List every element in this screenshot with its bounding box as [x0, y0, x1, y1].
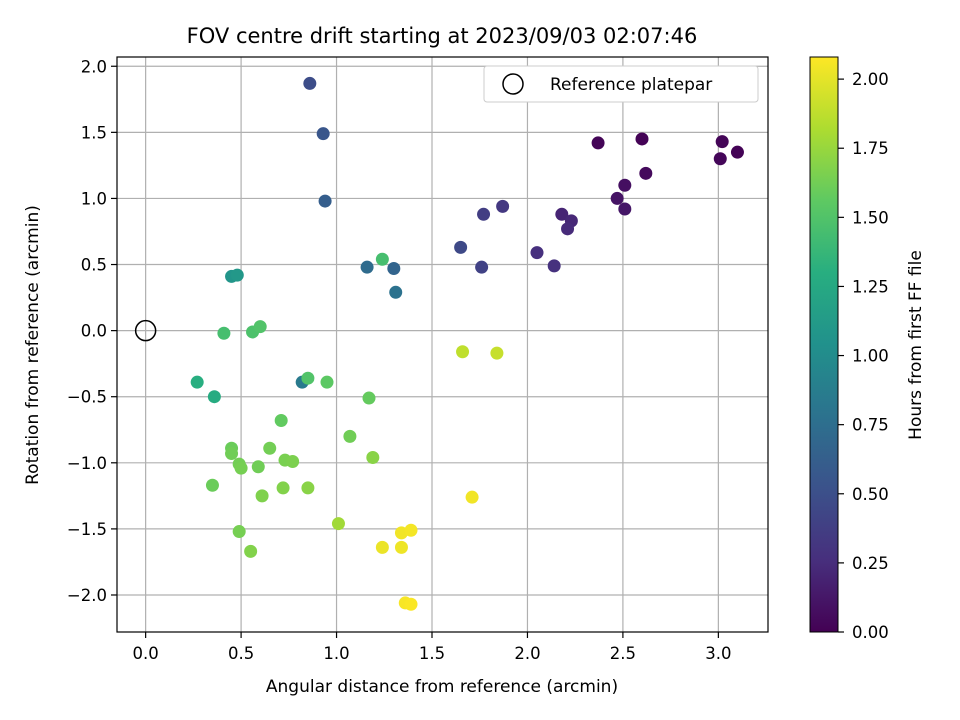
y-tick-label: 1.5: [81, 123, 107, 142]
data-point: [217, 326, 231, 340]
data-point: [360, 260, 374, 274]
data-point: [610, 191, 624, 205]
x-axis-label: Angular distance from reference (arcmin): [266, 677, 618, 697]
colorbar-ticks: 0.00 0.25 0.50 0.75 1.00 1.25 1.50 1.75 2.00: [838, 70, 889, 642]
data-point: [362, 391, 376, 405]
colorbar-label: Hours from first FF file: [906, 250, 926, 440]
data-point: [274, 414, 288, 428]
x-tick-label: 2.0: [514, 644, 540, 663]
legend-box: [483, 65, 759, 103]
x-tick-label: 3.0: [705, 644, 731, 663]
data-point: [303, 76, 317, 90]
data-point: [713, 152, 727, 166]
reference-platepar-marker: [134, 319, 157, 342]
colorbar-tick-label: 1.00: [852, 347, 889, 366]
y-tick-label: −2.0: [67, 586, 107, 605]
x-tick-label: 0.5: [228, 644, 254, 663]
data-point: [190, 375, 204, 389]
data-point: [205, 478, 219, 492]
data-point: [591, 136, 605, 150]
data-point: [555, 207, 569, 221]
chart-title: FOV centre drift starting at 2023/09/03 …: [187, 24, 698, 48]
x-tick-label: 1.5: [419, 644, 445, 663]
data-point: [496, 199, 510, 213]
data-point: [301, 481, 315, 495]
colorbar-tick-label: 1.25: [852, 277, 889, 296]
data-point: [316, 127, 330, 141]
data-point: [530, 246, 544, 260]
legend-label: Reference platepar: [550, 75, 712, 95]
y-tick-label: 1.0: [81, 189, 107, 208]
data-point: [343, 429, 357, 443]
data-point: [561, 222, 575, 236]
colorbar-tick-label: 2.00: [852, 70, 889, 89]
y-tick-label: 2.0: [81, 57, 107, 76]
data-point: [366, 451, 380, 465]
data-point: [639, 166, 653, 180]
data-point: [253, 320, 267, 334]
grid-lines: [117, 57, 768, 632]
colorbar-tick-label: 0.00: [852, 623, 889, 642]
data-point: [286, 454, 300, 468]
data-point: [375, 252, 389, 266]
data-point: [255, 489, 269, 503]
colorbar-tick-label: 0.50: [852, 485, 889, 504]
x-tick-label: 1.0: [323, 644, 349, 663]
data-point: [394, 540, 408, 554]
data-point: [454, 240, 468, 254]
data-point: [375, 540, 389, 554]
data-point: [251, 460, 265, 474]
data-point: [207, 390, 221, 404]
data-point: [547, 259, 561, 273]
data-point: [475, 260, 489, 274]
data-point: [331, 517, 345, 531]
colorbar-tick-label: 1.75: [852, 139, 889, 158]
legend-marker-open-circle: [502, 73, 524, 95]
data-point: [635, 132, 649, 146]
data-points: [134, 76, 744, 611]
data-point: [234, 461, 248, 475]
x-tick-label: 2.5: [610, 644, 636, 663]
data-point: [387, 261, 401, 275]
data-point: [318, 194, 332, 208]
data-point: [477, 207, 491, 221]
plot-area-frame: [116, 56, 769, 633]
colorbar: 0.00 0.25 0.50 0.75 1.00 1.25 1.50 1.75 2.00 Hou…: [809, 56, 926, 642]
colorbar-tick-label: 0.25: [852, 554, 889, 573]
data-point: [263, 441, 277, 455]
y-tick-label: −0.5: [67, 388, 107, 407]
data-point: [232, 525, 246, 539]
x-tick-label: 0.0: [133, 644, 159, 663]
data-point: [320, 375, 334, 389]
data-point: [244, 544, 258, 558]
y-tick-label: 0.0: [81, 322, 107, 341]
data-point: [389, 285, 403, 299]
data-point: [301, 371, 315, 385]
data-point: [456, 345, 470, 359]
y-tick-label: −1.5: [67, 520, 107, 539]
y-axis-label: Rotation from reference (arcmin): [23, 205, 43, 485]
data-point: [730, 145, 744, 159]
legend: Reference platepar: [483, 65, 759, 103]
data-point: [618, 178, 632, 192]
data-point: [225, 447, 239, 461]
y-tick-label: −1.0: [67, 454, 107, 473]
colorbar-tick-label: 0.75: [852, 416, 889, 435]
data-point: [618, 202, 632, 216]
data-point: [490, 346, 504, 360]
colorbar-gradient: [809, 56, 839, 633]
y-tick-label: 0.5: [81, 256, 107, 275]
data-point: [404, 523, 418, 537]
x-axis-ticks: 0.0 0.5 1.0 1.5 2.0 2.5 3.0: [133, 632, 731, 663]
data-point: [715, 135, 729, 149]
data-point: [404, 597, 418, 611]
y-axis-ticks: −2.0 −1.5 −1.0 −0.5 0.0 0.5 1.0 1.5 2.0: [67, 57, 117, 605]
data-point: [230, 268, 244, 282]
colorbar-tick-label: 1.50: [852, 208, 889, 227]
data-point: [276, 481, 290, 495]
data-point: [465, 490, 479, 504]
